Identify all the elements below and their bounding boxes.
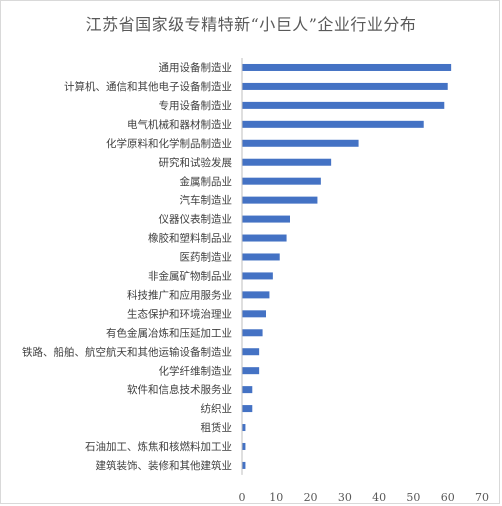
bar — [242, 139, 359, 147]
x-tick-labels: 0 10 20 30 40 50 60 70 — [239, 491, 490, 504]
category-label: 医药制造业 — [180, 251, 233, 264]
category-label: 电气机械和器材制造业 — [127, 118, 232, 131]
category-label: 汽车制造业 — [180, 194, 233, 207]
bar — [242, 386, 253, 394]
bar — [242, 82, 448, 90]
category-labels: 通用设备制造业计算机、通信和其他电子设备制造业专用设备制造业电气机械和器材制造业… — [22, 61, 232, 472]
bar — [242, 196, 318, 204]
category-label: 租赁业 — [201, 421, 233, 434]
bar — [242, 101, 445, 109]
category-label: 橡胶和塑料制品业 — [148, 232, 232, 245]
category-label: 通用设备制造业 — [159, 61, 233, 74]
bar — [242, 158, 332, 166]
x-tick-label: 60 — [441, 491, 455, 504]
bar — [242, 424, 246, 432]
category-label: 科技推广和应用服务业 — [127, 288, 232, 301]
bar — [242, 120, 424, 128]
category-label: 石油加工、炼焦和核燃料加工业 — [85, 440, 232, 453]
bar — [242, 348, 260, 356]
bar — [242, 253, 280, 261]
category-label: 化学原料和化学制品制造业 — [106, 137, 232, 150]
category-label: 专用设备制造业 — [159, 99, 233, 112]
x-tick-label: 50 — [406, 491, 420, 504]
x-tick-label: 10 — [269, 491, 283, 504]
bar — [242, 367, 260, 375]
bar — [242, 405, 253, 413]
bar — [242, 272, 273, 280]
bar — [242, 215, 290, 223]
x-tick-label: 0 — [239, 491, 246, 504]
x-tick-label: 40 — [372, 491, 386, 504]
x-tick-label: 70 — [475, 491, 489, 504]
category-label: 软件和信息技术服务业 — [127, 383, 232, 396]
bar — [242, 234, 287, 242]
bar — [242, 63, 452, 71]
bar — [242, 310, 266, 318]
category-label: 研究和试验发展 — [159, 156, 233, 169]
bars — [242, 63, 452, 469]
bar — [242, 442, 246, 450]
category-label: 化学纤维制造业 — [159, 364, 233, 377]
bar — [242, 291, 270, 299]
category-label: 非金属矿物制品业 — [148, 270, 232, 283]
category-label: 建筑装饰、装修和其他建筑业 — [96, 459, 233, 472]
bar — [242, 461, 246, 469]
category-label: 计算机、通信和其他电子设备制造业 — [64, 80, 232, 93]
category-label: 铁路、船舶、航空航天和其他运输设备制造业 — [22, 345, 232, 358]
category-label: 有色金属冶炼和压延加工业 — [106, 326, 232, 339]
bar — [242, 177, 321, 185]
category-label: 金属制品业 — [180, 175, 233, 188]
category-label: 纺织业 — [201, 402, 233, 415]
category-label: 生态保护和环境治理业 — [127, 307, 232, 320]
chart-title: 江苏省国家级专精特新“小巨人”企业行业分布 — [85, 15, 417, 34]
category-label: 仪器仪表制造业 — [159, 213, 233, 226]
x-tick-label: 20 — [304, 491, 318, 504]
bar — [242, 329, 263, 337]
x-tick-label: 30 — [338, 491, 352, 504]
